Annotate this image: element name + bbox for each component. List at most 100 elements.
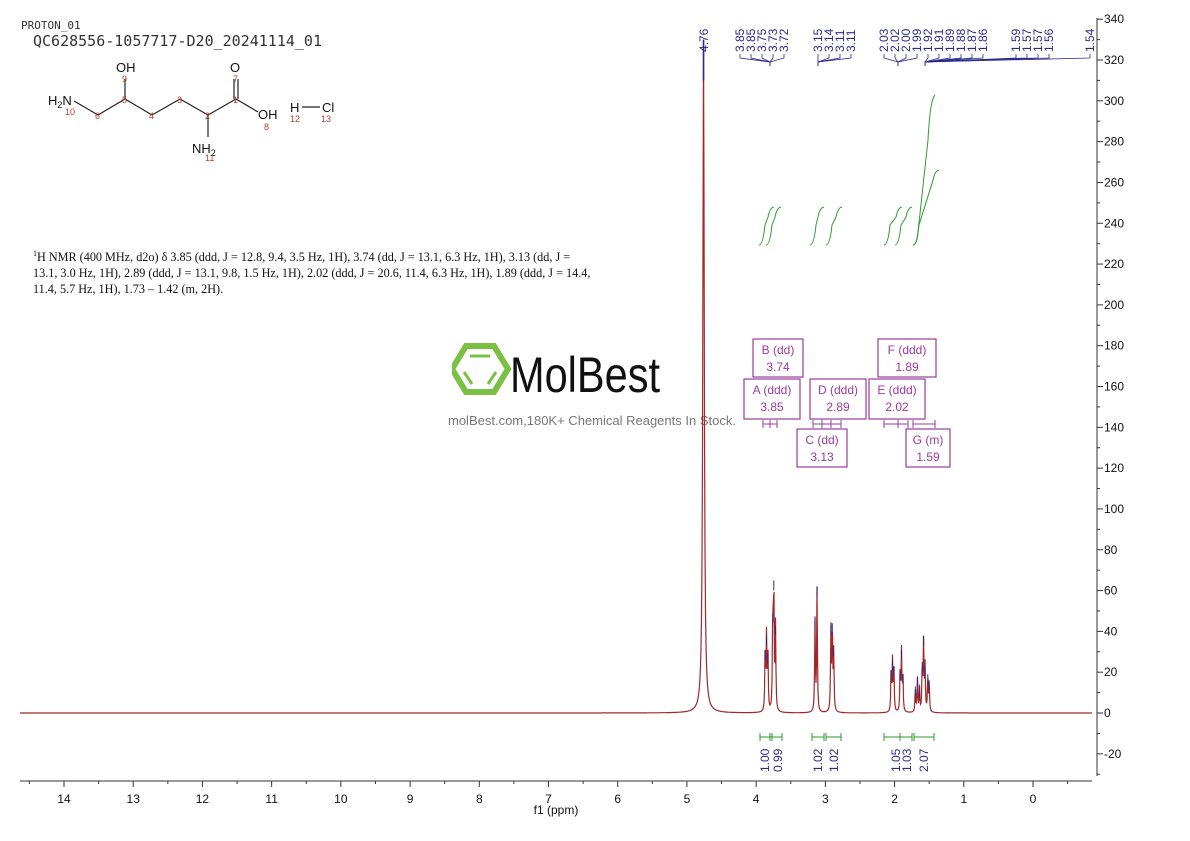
- y-tick-label: 260: [1104, 175, 1124, 189]
- integral-value: 1.00: [758, 748, 772, 772]
- peak-label: 1.86: [976, 28, 990, 52]
- multiplet-box-f: F (ddd) 1.89: [877, 338, 937, 378]
- svg-text:10: 10: [65, 107, 75, 117]
- peak-label: 1.92: [921, 28, 935, 52]
- x-axis-label: f1 (ppm): [534, 803, 579, 817]
- svg-text:3.13: 3.13: [810, 450, 834, 464]
- x-tick-label: 14: [57, 792, 71, 806]
- peak-label: 2.02: [888, 28, 902, 52]
- integral-curves: [758, 94, 940, 246]
- hydrogen-label: H: [290, 100, 299, 115]
- integral-value: 1.02: [811, 748, 825, 772]
- svg-text:1.59: 1.59: [916, 450, 940, 464]
- integral-labels: 1.00 0.99 1.02 1.02 1.051.03 2.07: [758, 733, 935, 772]
- peak-label: 3.73: [766, 28, 780, 52]
- integral-value: 1.03: [900, 748, 914, 772]
- y-axis: -20 0 20 40 60 80 100 120 140 160 180 200 220 240 260 2…: [1096, 12, 1124, 776]
- spectrum-trace: [20, 39, 1092, 714]
- x-axis: 14 13 12 11 10 9 8 7 6 5 4 3 2 1 0: [20, 780, 1092, 806]
- svg-text:3.74: 3.74: [766, 360, 790, 374]
- multiplet-box-g: G (m) 1.59: [905, 420, 951, 468]
- peak-label: 3.85: [744, 28, 758, 52]
- multiplet-boxes: A (ddd) 3.85 B (dd) 3.74 C (dd) 3.13 D (ddd) 2.…: [743, 338, 951, 468]
- x-tick-label: 13: [127, 792, 141, 806]
- acid-hydroxyl-label: OH: [258, 107, 278, 122]
- brand-name: MolBest: [510, 347, 660, 398]
- x-tick-label: 10: [334, 792, 348, 806]
- multiplet-box-a: A (ddd) 3.85: [743, 378, 801, 428]
- peak-label: 1.54: [1083, 28, 1097, 52]
- svg-text:G (m): G (m): [913, 433, 944, 447]
- peak-label: 1.87: [965, 28, 979, 52]
- peak-label: 1.56: [1042, 28, 1056, 52]
- peak-label: 2.03: [877, 28, 891, 52]
- carbonyl-oxygen-label: O: [230, 60, 240, 75]
- integral-value: 1.05: [889, 748, 903, 772]
- x-tick-label: 5: [684, 792, 691, 806]
- svg-text:13: 13: [321, 114, 331, 124]
- svg-text:11: 11: [205, 153, 214, 163]
- y-tick-label: -20: [1104, 747, 1122, 761]
- x-tick-label: 6: [614, 792, 621, 806]
- svg-text:3.85: 3.85: [760, 400, 784, 414]
- integral-value: 2.07: [917, 748, 931, 772]
- hexagon-logo-icon: [452, 343, 512, 395]
- y-tick-label: 340: [1104, 12, 1124, 26]
- svg-text:9: 9: [122, 74, 127, 84]
- peak-label: 1.88: [954, 28, 968, 52]
- y-tick-label: 140: [1104, 420, 1124, 434]
- svg-text:2: 2: [205, 111, 210, 121]
- y-tick-label: 80: [1104, 543, 1118, 557]
- svg-text:A (ddd): A (ddd): [753, 383, 792, 397]
- multiplet-box-e: E (ddd) 2.02: [868, 378, 926, 428]
- peak-label: 3.85: [733, 28, 747, 52]
- peak-label: 3.14: [822, 28, 836, 52]
- svg-text:2.02: 2.02: [885, 400, 909, 414]
- svg-text:F (ddd): F (ddd): [888, 343, 927, 357]
- x-tick-label: 4: [753, 792, 760, 806]
- x-tick-label: 8: [476, 792, 483, 806]
- x-tick-label: 2: [891, 792, 898, 806]
- sample-id-title: QC628556-1057717-D20_20241114_01: [33, 32, 322, 50]
- multiplet-box-c: C (dd) 3.13: [796, 428, 848, 468]
- y-tick-label: 120: [1104, 461, 1124, 475]
- svg-text:6: 6: [95, 111, 100, 121]
- experiment-title: PROTON_01: [21, 19, 81, 32]
- chemical-structure: H2N OH O OH NH2 H Cl 10 6 5 9 4 3 2 1 7 …: [48, 60, 334, 163]
- x-tick-label: 11: [265, 792, 278, 806]
- svg-text:3: 3: [177, 95, 182, 105]
- molbest-logo: MolBest: [452, 343, 660, 398]
- y-tick-label: 320: [1104, 53, 1124, 67]
- y-tick-label: 180: [1104, 339, 1124, 353]
- svg-text:8: 8: [264, 122, 269, 132]
- chlorine-label: Cl: [322, 100, 334, 115]
- watermark-tagline: molBest.com,180K+ Chemical Reagents In S…: [448, 413, 736, 428]
- y-tick-label: 300: [1104, 94, 1124, 108]
- svg-text:1.89: 1.89: [895, 360, 919, 374]
- multiplet-box-b: B (dd) 3.74: [752, 338, 804, 378]
- y-tick-label: 240: [1104, 216, 1124, 230]
- y-tick-label: 0: [1104, 706, 1111, 720]
- x-tick-label: 9: [407, 792, 414, 806]
- hydroxyl-label: OH: [116, 60, 136, 75]
- amine-group-label: H2N: [48, 93, 72, 110]
- svg-text:2.89: 2.89: [826, 400, 850, 414]
- multiplet-box-d: D (ddd) 2.89: [809, 378, 867, 428]
- peak-label: 3.11: [833, 29, 847, 52]
- svg-text:B (dd): B (dd): [762, 343, 795, 357]
- peak-label: 4.76: [697, 28, 711, 52]
- svg-text:C (dd): C (dd): [805, 433, 838, 447]
- x-tick-label: 1: [960, 792, 967, 806]
- peak-label: 3.15: [811, 28, 825, 52]
- peak-label: 3.11: [844, 29, 858, 52]
- nmr-description: 1H NMR (400 MHz, d2o) δ 3.85 (ddd, J = 1…: [33, 249, 591, 297]
- y-tick-label: 40: [1104, 624, 1118, 638]
- peak-label: 1.99: [910, 28, 924, 52]
- peak-label: 1.91: [932, 28, 946, 52]
- y-tick-label: 100: [1104, 502, 1124, 516]
- x-tick-label: 3: [822, 792, 829, 806]
- peak-label: 2.00: [899, 28, 913, 52]
- svg-text:5: 5: [122, 95, 127, 105]
- y-tick-label: 20: [1104, 665, 1118, 679]
